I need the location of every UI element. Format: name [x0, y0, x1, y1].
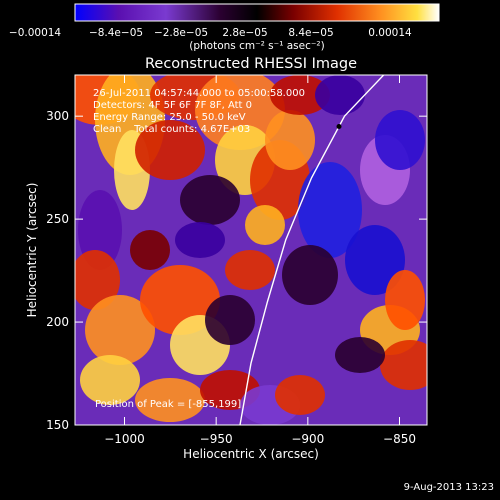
colorbar-ticks: −0.00014 −8.4e−05 −2.8e−05 2.8e−05 8.4e−05 0.… [9, 27, 412, 39]
y-tick-label: 300 [46, 109, 69, 123]
chart-title: Reconstructed RHESSI Image [145, 56, 357, 72]
colorbar-tick-label: 2.8e−05 [222, 27, 267, 39]
colorbar-tick-label: 8.4e−05 [288, 27, 333, 39]
annotation-detectors: Detectors: 4F 5F 6F 7F 8F, Att 0 [93, 100, 252, 111]
y-tick-label: 200 [46, 315, 69, 329]
annotation-energy-range: Energy Range: 25.0 - 50.0 keV [93, 112, 246, 123]
x-tick-label: −1000 [104, 432, 145, 446]
plot-frame [74, 74, 428, 426]
y-tick-label: 150 [46, 418, 69, 432]
annotation-peak-position: Position of Peak = [-855,199] [95, 399, 241, 410]
colorbar [74, 3, 440, 22]
colorbar-tick-label: 0.00014 [368, 27, 412, 39]
y-tick-label: 250 [46, 212, 69, 226]
y-axis-label: Heliocentric Y (arcsec) [25, 183, 39, 318]
axis-ticks: −1000 −950 −900 −850 150 200 250 300 [46, 75, 427, 446]
colorbar-units-label: (photons cm⁻² s⁻¹ asec⁻²) [189, 40, 324, 52]
colorbar-tick-label: −0.00014 [9, 27, 62, 39]
colorbar-tick-label: −8.4e−05 [89, 27, 143, 39]
annotation-clean-counts: Clean Total counts: 4.67E+03 [93, 124, 250, 135]
heatmap-image [75, 75, 427, 425]
solar-limb-curve [239, 75, 385, 425]
x-axis-label: Heliocentric X (arcsec) [183, 447, 319, 461]
annotation-time-range: 26-Jul-2011 04:57:44.000 to 05:00:58.000 [93, 88, 305, 99]
x-tick-label: −900 [291, 432, 324, 446]
peak-marker [336, 123, 342, 129]
colorbar-tick-label: −2.8e−05 [154, 27, 208, 39]
x-tick-label: −950 [200, 432, 233, 446]
x-tick-label: −850 [383, 432, 416, 446]
footer-date: 9-Aug-2013 13:23 [404, 482, 494, 493]
